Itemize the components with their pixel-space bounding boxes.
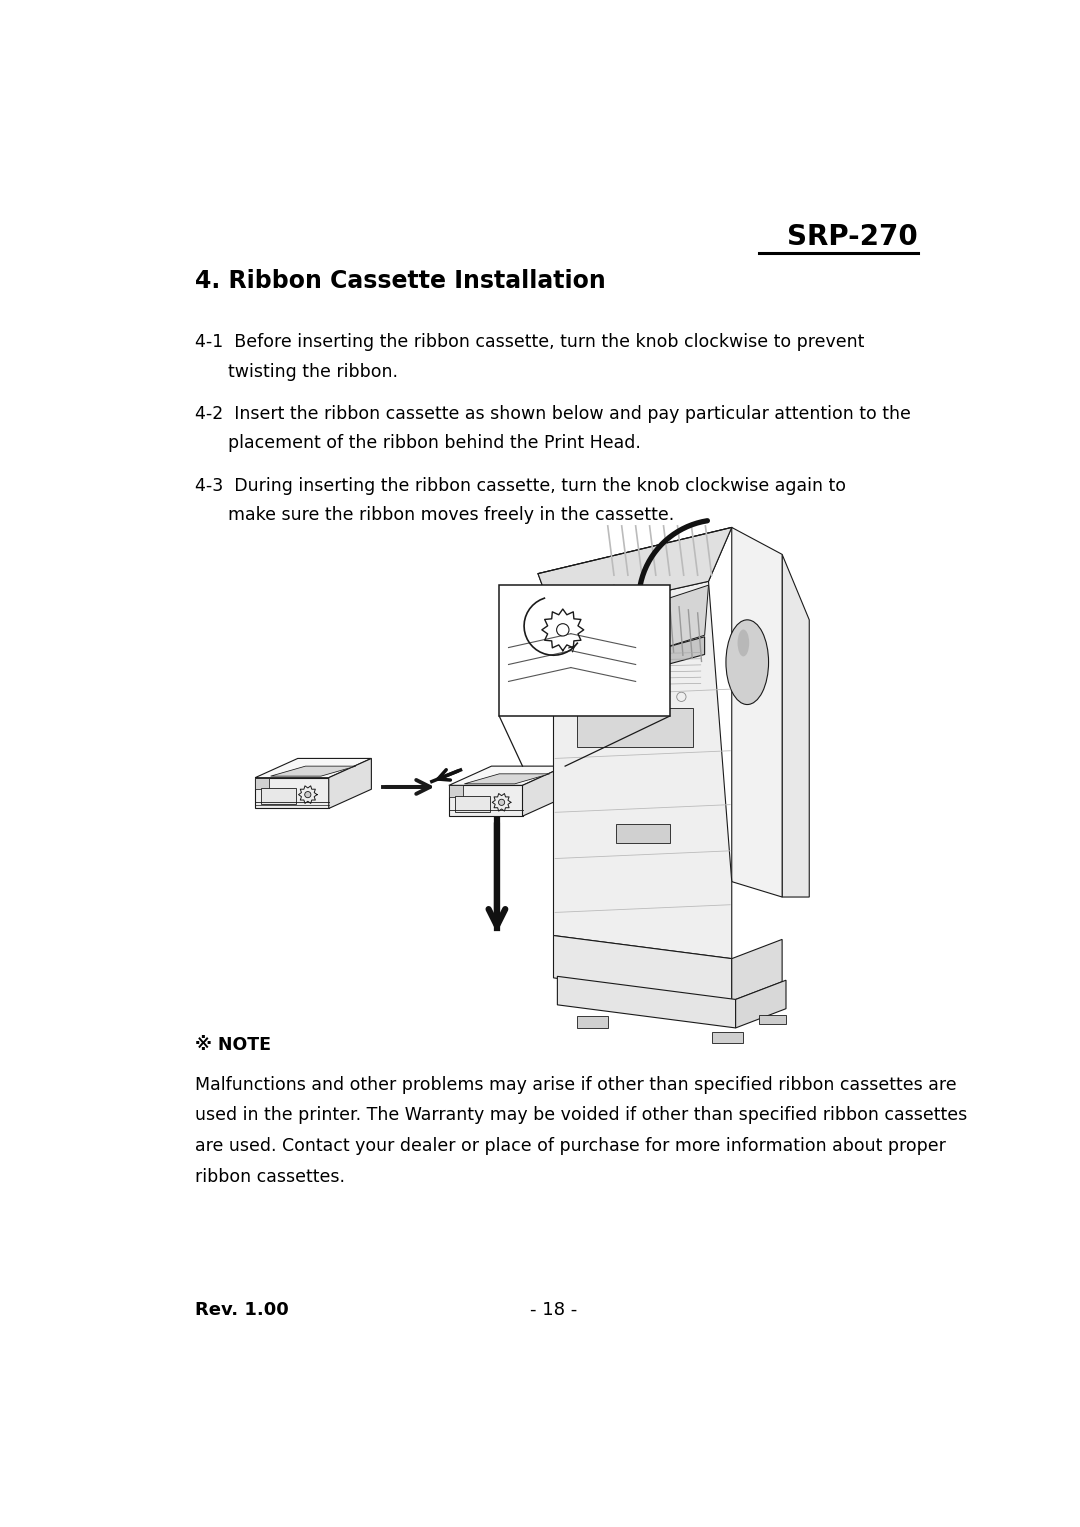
Ellipse shape [726, 620, 769, 704]
Polygon shape [538, 527, 732, 615]
Polygon shape [255, 777, 269, 789]
Text: 4. Ribbon Cassette Installation: 4. Ribbon Cassette Installation [195, 269, 606, 293]
Polygon shape [732, 939, 782, 1002]
Text: ※ NOTE: ※ NOTE [195, 1035, 271, 1054]
Polygon shape [782, 554, 809, 896]
Polygon shape [271, 767, 356, 776]
Circle shape [499, 799, 504, 805]
Polygon shape [604, 585, 708, 666]
Bar [499, 585, 670, 716]
Bar [577, 709, 693, 747]
Text: - 18 -: - 18 - [530, 1301, 577, 1319]
Text: 4-1  Before inserting the ribbon cassette, turn the knob clockwise to prevent: 4-1 Before inserting the ribbon cassette… [195, 333, 865, 351]
Bar [759, 1015, 786, 1025]
Polygon shape [255, 759, 372, 777]
Polygon shape [449, 767, 565, 785]
Text: make sure the ribbon moves freely in the cassette.: make sure the ribbon moves freely in the… [195, 505, 675, 524]
Bar [261, 788, 296, 803]
Text: Rev. 1.00: Rev. 1.00 [195, 1301, 289, 1319]
Polygon shape [604, 637, 704, 681]
Circle shape [305, 791, 311, 797]
Text: ribbon cassettes.: ribbon cassettes. [195, 1168, 346, 1186]
Circle shape [556, 623, 569, 637]
Polygon shape [255, 777, 328, 808]
Polygon shape [328, 759, 372, 808]
Text: Malfunctions and other problems may arise if other than specified ribbon cassett: Malfunctions and other problems may aris… [195, 1075, 957, 1093]
Bar [616, 825, 670, 843]
Text: are used. Contact your dealer or place of purchase for more information about pr: are used. Contact your dealer or place o… [195, 1138, 946, 1156]
Polygon shape [732, 527, 782, 896]
Polygon shape [554, 582, 732, 959]
Polygon shape [735, 980, 786, 1028]
Text: placement of the ribbon behind the Print Head.: placement of the ribbon behind the Print… [195, 434, 642, 452]
Text: 4-3  During inserting the ribbon cassette, turn the knob clockwise again to: 4-3 During inserting the ribbon cassette… [195, 476, 847, 495]
Bar [455, 796, 490, 811]
Bar [577, 1017, 608, 1028]
Polygon shape [523, 767, 565, 815]
Text: twisting the ribbon.: twisting the ribbon. [195, 362, 399, 380]
Polygon shape [449, 785, 463, 797]
Text: used in the printer. The Warranty may be voided if other than specified ribbon c: used in the printer. The Warranty may be… [195, 1107, 968, 1124]
Bar [713, 1032, 743, 1043]
Ellipse shape [738, 629, 750, 657]
Text: 4-2  Insert the ribbon cassette as shown below and pay particular attention to t: 4-2 Insert the ribbon cassette as shown … [195, 405, 912, 423]
Polygon shape [557, 976, 735, 1028]
Polygon shape [464, 774, 550, 783]
Polygon shape [554, 936, 732, 1002]
Polygon shape [538, 527, 732, 615]
Text: SRP-270: SRP-270 [787, 223, 918, 252]
Polygon shape [449, 785, 523, 815]
